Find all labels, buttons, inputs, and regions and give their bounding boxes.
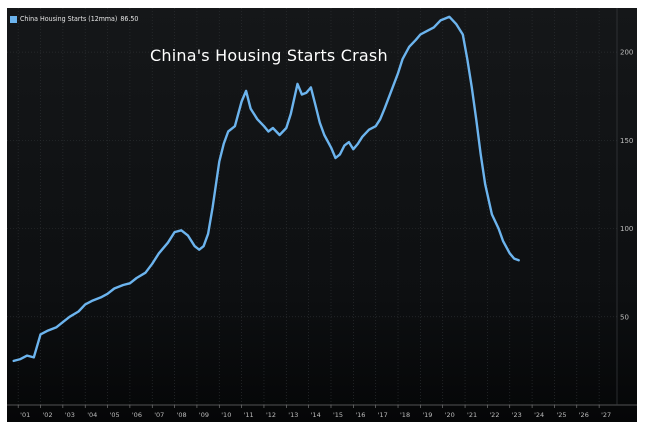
series-line xyxy=(12,15,520,363)
chart-title: China's Housing Starts Crash xyxy=(150,46,388,65)
series-group xyxy=(12,15,520,363)
x-axis: '01 '02 '03 '04 '05 '06 '07 '08 '09 '10 '11 '12 '13 '… xyxy=(7,404,637,419)
x-tick-label: '17 xyxy=(378,411,388,419)
x-tick-label: '11 xyxy=(244,411,254,419)
x-tick-label: '09 xyxy=(199,411,209,419)
y-tick-label: 150 xyxy=(620,137,633,145)
y-tick-label: 200 xyxy=(620,49,633,57)
x-tick-label: '01 xyxy=(20,411,30,419)
y-axis: 50 100 150 200 xyxy=(616,8,633,405)
chart-background xyxy=(7,8,637,422)
x-tick-label: '14 xyxy=(311,411,321,419)
x-tick-label: '06 xyxy=(132,411,142,419)
legend-series-name: China Housing Starts (12mma) xyxy=(20,15,118,23)
x-tick-label: '18 xyxy=(400,411,410,419)
legend-last-value: 86.50 xyxy=(120,15,139,23)
x-tick-label: '19 xyxy=(422,411,432,419)
x-tick-label: '08 xyxy=(177,411,187,419)
x-tick-label: '23 xyxy=(512,411,522,419)
x-tick-label: '20 xyxy=(445,411,455,419)
x-tick-label: '13 xyxy=(288,411,298,419)
x-tick-label: '26 xyxy=(579,411,589,419)
x-tick-label: '05 xyxy=(110,411,120,419)
x-tick-label: '12 xyxy=(266,411,276,419)
chart-grid xyxy=(7,8,617,405)
legend: China Housing Starts (12mma) 86.50 xyxy=(10,13,138,25)
x-tick-label: '21 xyxy=(467,411,477,419)
legend-swatch xyxy=(10,15,17,23)
x-tick-label: '27 xyxy=(601,411,611,419)
x-tick-label: '16 xyxy=(355,411,365,419)
x-tick-label: '03 xyxy=(65,411,75,419)
x-tick-label: '15 xyxy=(333,411,343,419)
x-tick-label: '24 xyxy=(534,411,544,419)
x-tick-label: '10 xyxy=(221,411,231,419)
x-tick-label: '07 xyxy=(154,411,164,419)
y-tick-label: 100 xyxy=(620,225,633,233)
x-tick-label: '04 xyxy=(87,411,97,419)
y-tick-label: 50 xyxy=(620,313,629,321)
x-tick-label: '22 xyxy=(489,411,499,419)
x-tick-label: '02 xyxy=(43,411,53,419)
x-tick-label: '25 xyxy=(556,411,566,419)
